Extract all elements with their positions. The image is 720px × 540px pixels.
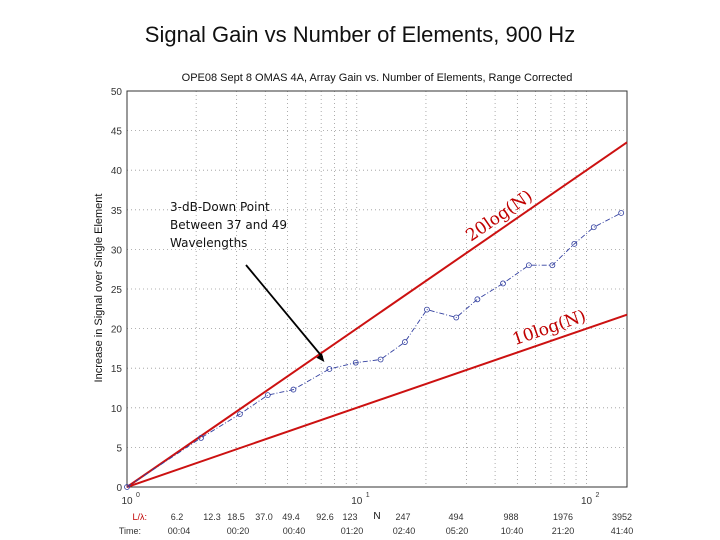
lambda-value: 37.0 — [255, 512, 273, 522]
lambda-value: 123 — [342, 512, 357, 522]
annotation: 3-dB-Down Point Between 37 and 49 Waveleng… — [170, 200, 325, 362]
reference-line-label: 10log(N) — [510, 306, 589, 350]
x-tick-exponent: 0 — [136, 492, 140, 499]
data-point — [124, 484, 130, 490]
data-point — [571, 240, 578, 247]
y-tick-label: 10 — [111, 404, 123, 415]
y-axis-label: Increase in Signal over Single Element — [93, 194, 105, 383]
lambda-row-label: L/λ: — [132, 512, 147, 522]
time-value: 00:20 — [227, 526, 250, 536]
lambda-value: 18.5 — [227, 512, 245, 522]
time-value: 41:40 — [611, 526, 634, 536]
plot-title: OPE08 Sept 8 OMAS 4A, Array Gain vs. Num… — [182, 72, 573, 84]
annotation-text: Wavelengths — [170, 236, 247, 250]
series-line — [126, 212, 622, 488]
data-point — [326, 366, 333, 372]
data-point — [402, 339, 408, 345]
x-tick-exponent: 1 — [366, 492, 370, 499]
data-point — [618, 210, 625, 216]
x-tick-label: 10 — [121, 496, 133, 507]
x-tick-label: 10 — [581, 496, 593, 507]
y-tick-label: 30 — [111, 245, 123, 256]
data-point — [590, 224, 597, 231]
y-tick-label: 40 — [111, 166, 123, 177]
data-point — [377, 356, 384, 363]
lambda-value: 49.4 — [282, 512, 300, 522]
data-series — [124, 210, 625, 490]
data-point — [453, 314, 460, 321]
y-tick-label: 15 — [111, 364, 123, 375]
data-point — [264, 392, 271, 399]
annotation-arrowhead — [316, 353, 325, 362]
grid — [126, 90, 627, 488]
lambda-value: 494 — [448, 512, 463, 522]
y-tick-label: 50 — [111, 87, 123, 98]
time-value: 05:20 — [446, 526, 469, 536]
time-value: 00:04 — [168, 526, 191, 536]
y-tick-label: 25 — [111, 285, 123, 296]
data-point — [500, 280, 506, 287]
lambda-value: 92.6 — [316, 512, 334, 522]
data-point — [474, 296, 481, 303]
time-value: 01:20 — [341, 526, 364, 536]
time-value: 10:40 — [501, 526, 524, 536]
x-tick-label: 10 — [351, 496, 363, 507]
slide-title: Signal Gain vs Number of Elements, 900 H… — [144, 22, 576, 47]
y-tick-label: 20 — [111, 325, 123, 336]
lambda-value: 3952 — [612, 512, 632, 522]
time-value: 21:20 — [552, 526, 575, 536]
y-tick-label: 5 — [116, 443, 122, 454]
annotation-text: Between 37 and 49 — [170, 218, 287, 232]
lambda-value: 6.2 — [171, 512, 184, 522]
plot-frame — [126, 90, 628, 488]
x-tick-exponent: 2 — [596, 492, 600, 499]
lambda-value: 988 — [503, 512, 518, 522]
reference-line — [126, 313, 628, 488]
annotation-text: 3-dB-Down Point — [170, 200, 270, 214]
reference-line — [126, 141, 628, 488]
x-axis-label: N — [373, 511, 380, 522]
y-tick-label: 0 — [116, 483, 122, 494]
data-point — [525, 262, 532, 269]
lambda-value: 247 — [395, 512, 410, 522]
data-point — [290, 386, 297, 393]
data-point — [237, 411, 243, 418]
data-point — [424, 306, 430, 313]
lambda-value: 12.3 — [203, 512, 221, 522]
lambda-value: 1976 — [553, 512, 573, 522]
bottom-axis-table: L/λ: Time: 6.2 12.3 18.5 37.0 49.4 92.6 123 247 49… — [119, 512, 633, 536]
time-value: 00:40 — [283, 526, 306, 536]
time-value: 02:40 — [393, 526, 416, 536]
data-point — [352, 359, 359, 366]
annotation-arrow — [245, 264, 324, 358]
data-point — [549, 262, 556, 269]
data-point — [198, 434, 204, 441]
reference-line-label: 20log(N) — [462, 186, 536, 246]
y-tick-label: 45 — [111, 127, 123, 138]
y-tick-label: 35 — [111, 206, 123, 217]
time-row-label: Time: — [119, 526, 141, 536]
